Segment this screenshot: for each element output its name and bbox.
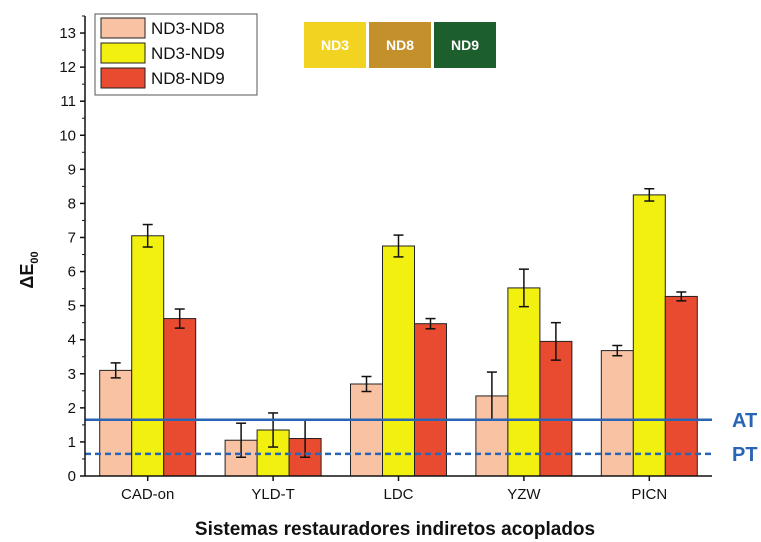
x-tick-label-cad-on: CAD-on xyxy=(121,486,174,503)
reference-label-pt: PT xyxy=(732,444,758,466)
y-tick-label: 2 xyxy=(68,400,76,417)
legend-swatch-nd3-nd8 xyxy=(100,17,146,39)
legend: ND3-ND8 ND3-ND9 ND8-ND9 xyxy=(94,13,258,96)
shade-swatch-nd9 xyxy=(434,22,496,68)
bar-nd3-nd8-cad-on xyxy=(99,369,133,477)
shade-swatch-label-nd9: ND9 xyxy=(451,37,479,53)
x-tick-label-yld-t: YLD-T xyxy=(251,486,294,503)
y-tick-label: 3 xyxy=(68,366,76,383)
shade-swatch-label-nd8: ND8 xyxy=(386,37,414,53)
bar-nd3-nd8-picn xyxy=(600,350,634,477)
y-axis-title-main: ΔE xyxy=(17,264,37,289)
shade-swatch-label-nd3: ND3 xyxy=(321,37,349,53)
bar-nd8-nd9-picn xyxy=(664,295,698,477)
y-tick-label: 7 xyxy=(68,229,76,246)
y-axis-title-subscript: 00 xyxy=(29,251,41,263)
legend-swatch-nd3-nd9 xyxy=(100,42,146,64)
legend-label-nd3-nd9: ND3-ND9 xyxy=(151,44,225,63)
bar-nd8-nd9-cad-on xyxy=(163,318,197,477)
x-tick-label-yzw: YZW xyxy=(507,486,541,503)
bar-nd3-nd9-cad-on xyxy=(131,235,165,477)
bar-nd3-nd9-picn xyxy=(632,194,666,477)
y-tick-label: 12 xyxy=(59,59,76,76)
y-tick-label: 9 xyxy=(68,161,76,178)
bar-nd3-nd9-yzw xyxy=(507,287,541,477)
x-tick-label-picn: PICN xyxy=(631,486,667,503)
reference-label-at: AT xyxy=(732,410,757,432)
legend-label-nd3-nd8: ND3-ND8 xyxy=(151,19,225,38)
legend-label-nd8-nd9: ND8-ND9 xyxy=(151,69,225,88)
y-tick-label: 13 xyxy=(59,25,76,42)
y-tick-label: 4 xyxy=(68,332,76,349)
y-tick-label: 8 xyxy=(68,195,76,212)
bar-nd3-nd8-ldc xyxy=(350,383,383,477)
x-axis-title: Sistemas restauradores indiretos acoplad… xyxy=(195,519,595,540)
bar-nd3-nd9-ldc xyxy=(382,245,415,477)
y-tick-label: 0 xyxy=(68,468,76,485)
y-tick-label: 6 xyxy=(68,264,76,281)
reference-lines-layer: AT PT xyxy=(85,410,758,466)
shade-swatches: ND3 ND8 ND9 xyxy=(304,22,496,68)
shade-swatch-nd3 xyxy=(304,22,366,68)
legend-swatch-nd8-nd9 xyxy=(100,67,146,89)
bar-nd8-nd9-yzw xyxy=(539,340,573,477)
shade-swatch-nd8 xyxy=(369,22,431,68)
x-tick-label-ldc: LDC xyxy=(383,486,413,503)
y-tick-label: 5 xyxy=(68,298,76,315)
y-tick-label: 11 xyxy=(60,93,76,110)
y-axis-title: ΔE00 xyxy=(17,251,41,288)
y-tick-label: 10 xyxy=(59,127,76,144)
y-tick-label: 1 xyxy=(68,434,76,451)
